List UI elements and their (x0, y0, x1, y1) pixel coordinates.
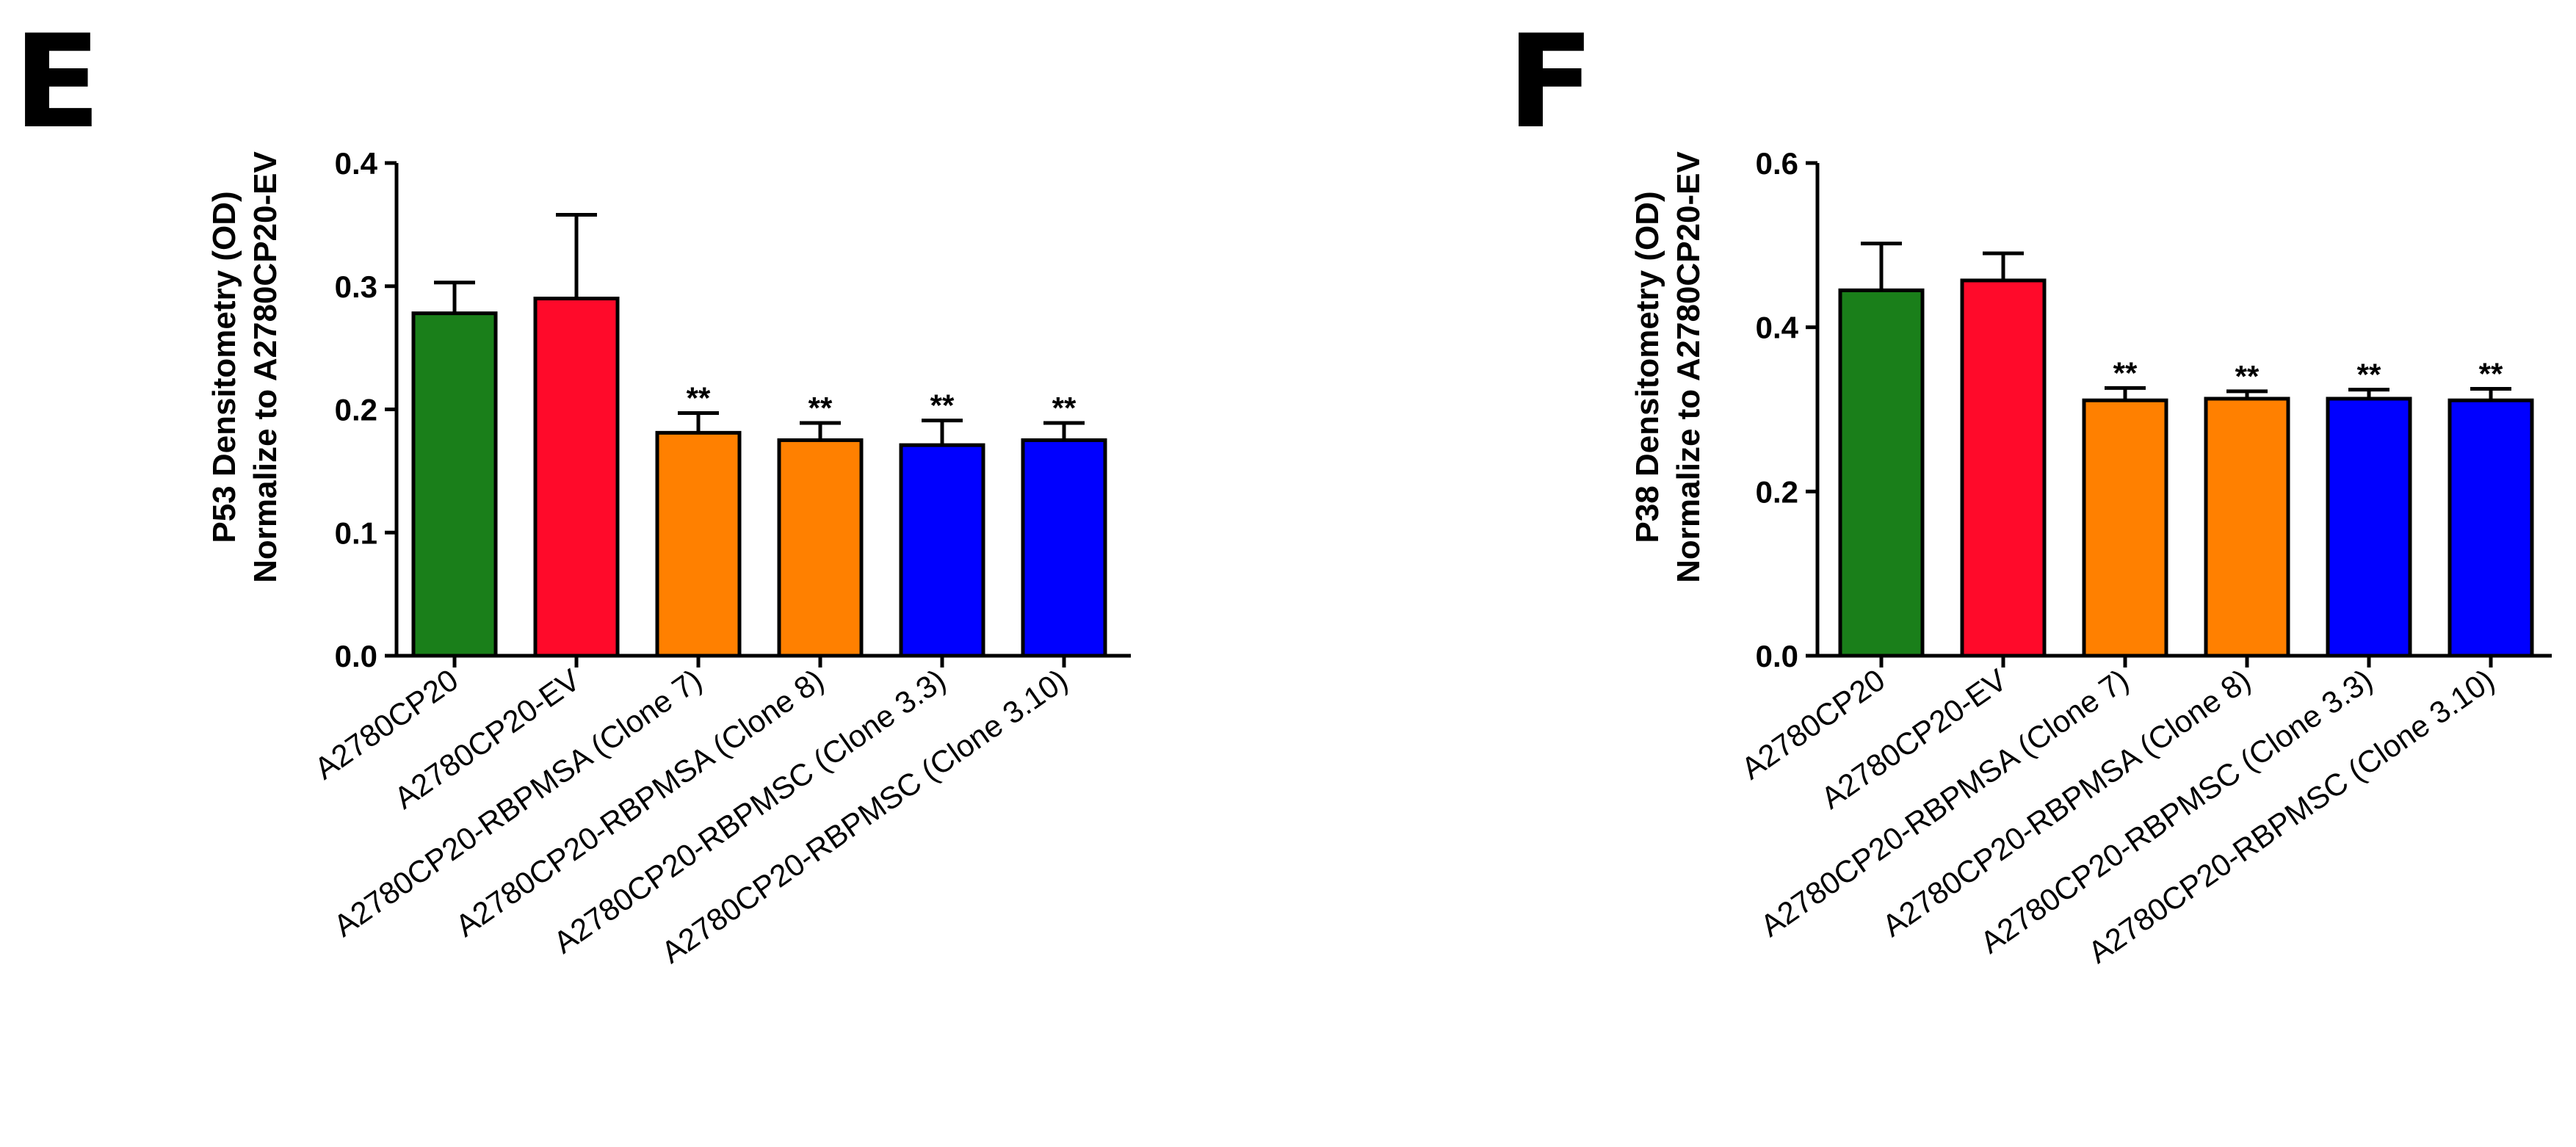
bar (655, 430, 742, 658)
chart-panel-e: E P53 Densitometry (OD) Normalize to A27… (13, 8, 1131, 970)
y-axis-label-line2: Normalize to A2780CP20-EV (247, 151, 283, 583)
y-tick-label: 0.4 (1756, 311, 1799, 345)
y-tick-label: 0.0 (335, 639, 377, 673)
panel-letter-f: F (1507, 8, 1595, 157)
y-tick-label: 0.2 (335, 393, 377, 427)
significance-marker: ** (2113, 355, 2138, 390)
significance-marker: ** (687, 381, 711, 416)
y-axis-label-line1: P38 Densitometry (OD) (1629, 191, 1665, 543)
bar (1021, 438, 1107, 658)
y-tick-label: 0.3 (335, 269, 377, 304)
significance-marker: ** (2235, 359, 2260, 394)
bar (777, 438, 864, 658)
y-tick-label: 0.0 (1756, 639, 1798, 673)
significance-marker: ** (2357, 358, 2381, 392)
panel-letter-e: E (13, 8, 101, 157)
chart-panel-f: F P38 Densitometry (OD) Normalize to A27… (1507, 8, 2552, 970)
bar (1838, 288, 1925, 658)
bar (533, 297, 620, 658)
significance-marker: ** (930, 388, 955, 423)
y-tick-label: 0.6 (1756, 146, 1798, 181)
y-axis-label-line1: P53 Densitometry (OD) (206, 191, 242, 543)
y-tick-label: 0.2 (1756, 474, 1798, 509)
bar (411, 311, 498, 658)
significance-marker: ** (1052, 391, 1077, 425)
bar (2082, 398, 2168, 658)
bar (2447, 398, 2534, 658)
bar (1960, 278, 2047, 658)
bar (899, 443, 985, 658)
bar (2204, 397, 2290, 658)
y-tick-label: 0.4 (335, 146, 378, 181)
bar (2326, 397, 2412, 658)
significance-marker: ** (2479, 357, 2503, 391)
y-tick-label: 0.1 (335, 515, 377, 550)
significance-marker: ** (808, 391, 833, 425)
y-axis-label-line2: Normalize to A2780CP20-EV (1671, 151, 1707, 583)
